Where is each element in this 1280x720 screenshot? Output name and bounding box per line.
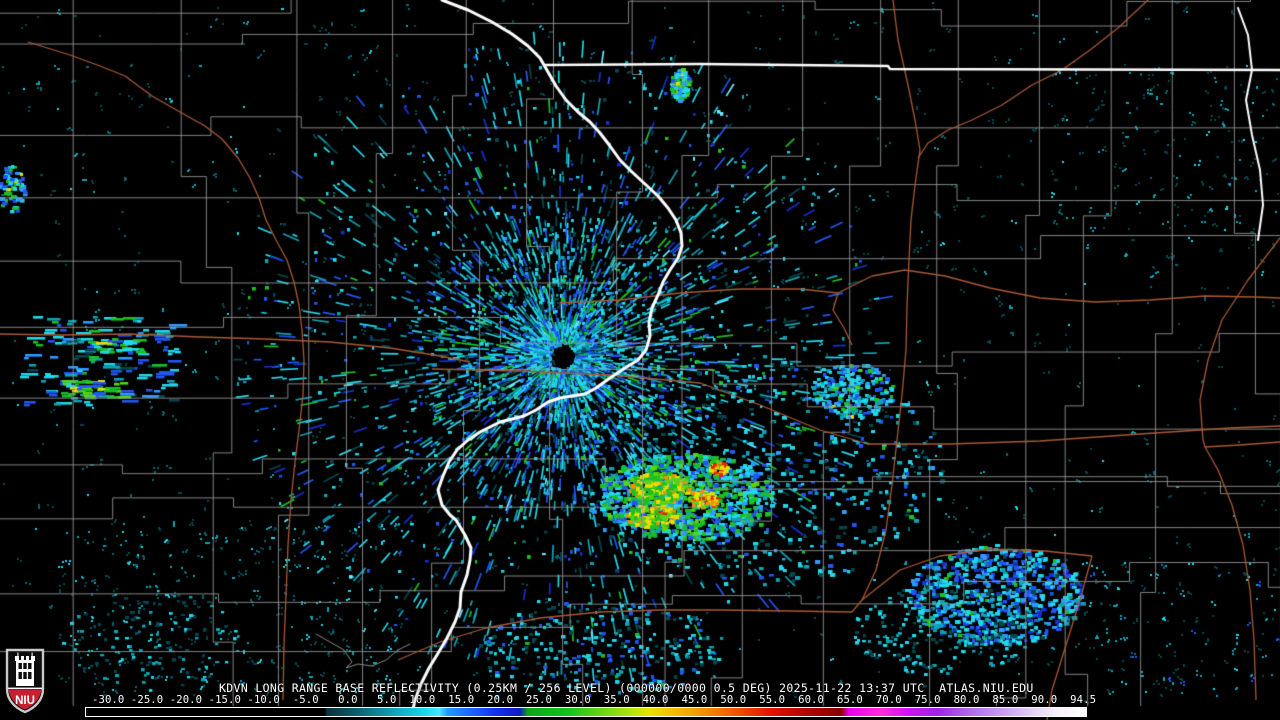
reflectivity-scale-labels: -30.0 -25.0 -20.0 -15.0 -10.0 -5.0 0.0 5… <box>92 694 1097 706</box>
reflectivity-colorbar <box>85 707 1087 717</box>
product-title: KDVN LONG RANGE BASE REFLECTIVITY (0.25K… <box>219 681 1034 695</box>
niu-red-band <box>8 690 42 710</box>
niu-band-divider <box>8 687 42 690</box>
niu-logo: NIU <box>5 648 45 714</box>
niu-logo-text: NIU <box>15 695 35 707</box>
castle-windows <box>18 663 32 679</box>
